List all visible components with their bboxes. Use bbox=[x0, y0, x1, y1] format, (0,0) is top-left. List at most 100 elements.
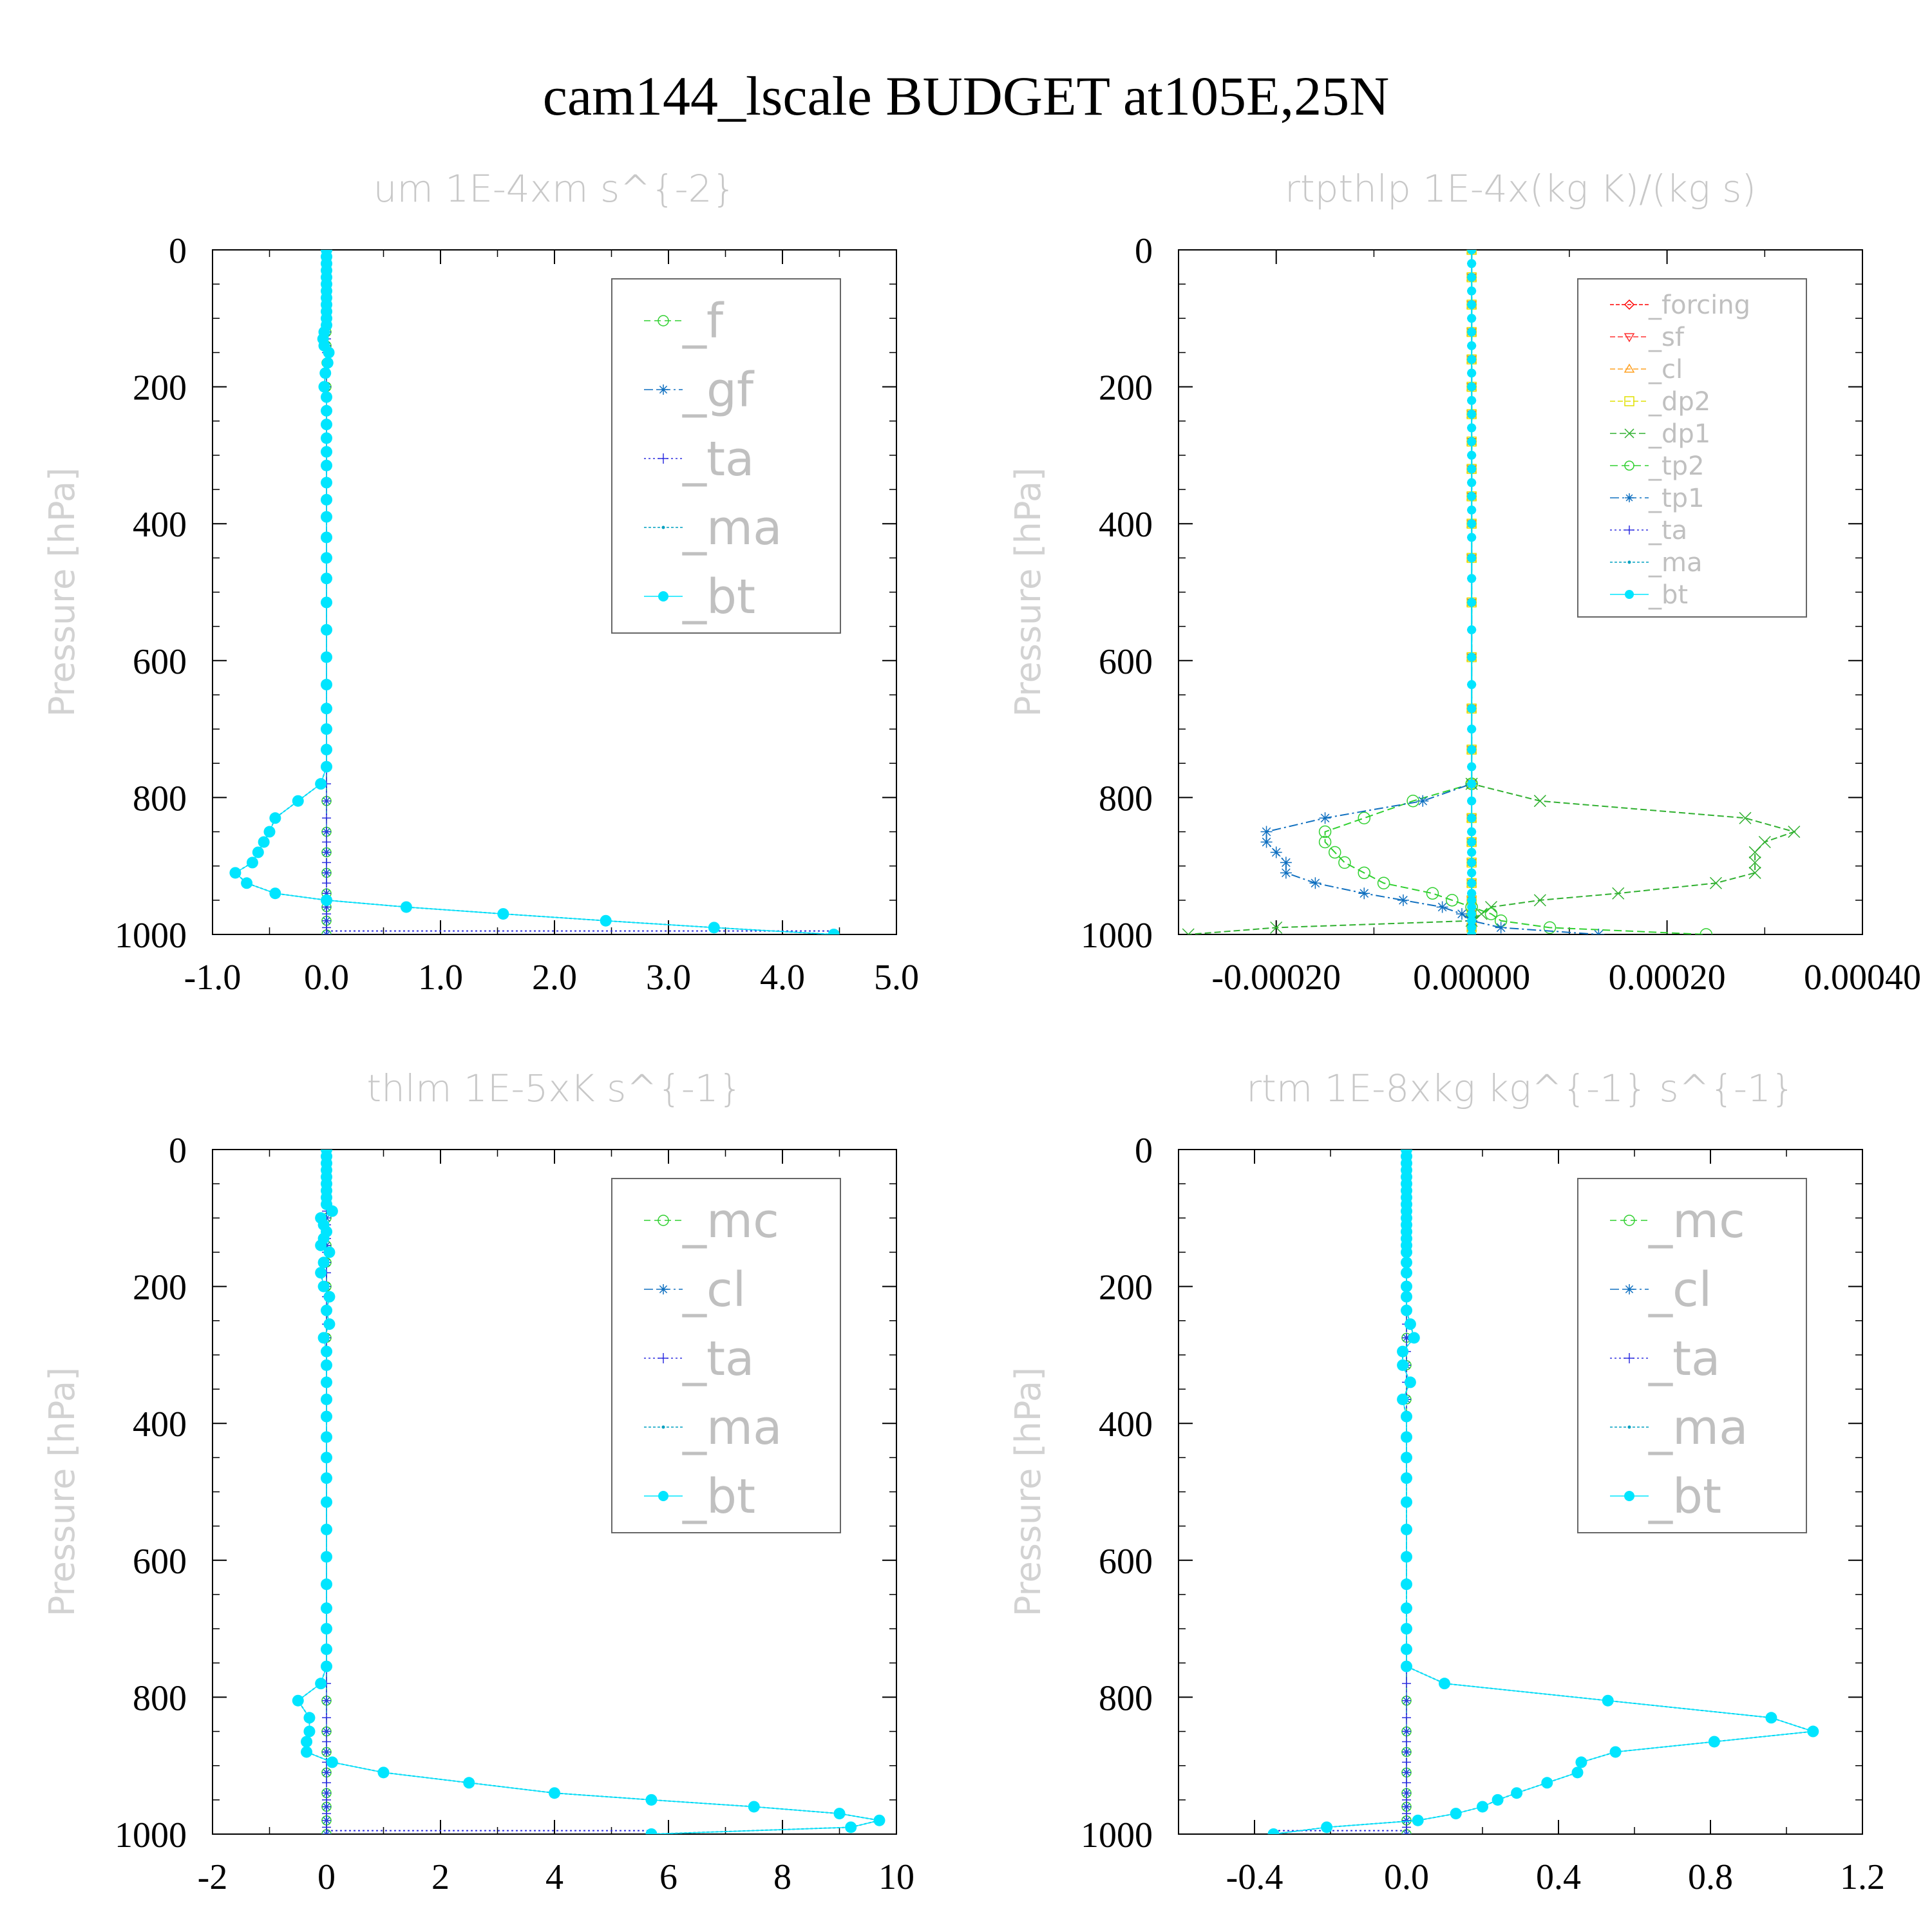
series-bt-point bbox=[321, 1410, 332, 1423]
series-bt-point bbox=[1467, 744, 1477, 754]
series-bt-point bbox=[1267, 1828, 1280, 1834]
series-bt-point bbox=[873, 1814, 886, 1826]
series-ta-point bbox=[1402, 1757, 1411, 1767]
series-dp1-point bbox=[1475, 907, 1488, 920]
series-ta-point bbox=[322, 813, 331, 823]
series-tp1-point bbox=[1260, 836, 1273, 848]
series-ta-point bbox=[1402, 1778, 1411, 1788]
series-bt-point bbox=[1511, 1787, 1523, 1799]
series-bt-point bbox=[258, 836, 270, 848]
legend-entry: _bt bbox=[1648, 580, 1688, 610]
series-ta-point bbox=[322, 878, 331, 888]
series-ta-point bbox=[322, 1747, 331, 1757]
legend-box bbox=[611, 278, 841, 634]
series-bt-point bbox=[1467, 314, 1477, 323]
x-tick-label: 1.2 bbox=[1840, 1857, 1885, 1897]
series-bt-point bbox=[321, 1623, 332, 1635]
legend-entry: _ma bbox=[1648, 548, 1702, 578]
legend-entry: _dp1 bbox=[1648, 419, 1710, 449]
x-tick-label: 0.4 bbox=[1536, 1857, 1581, 1897]
series-ta-point bbox=[322, 858, 331, 867]
y-axis-label: Pressure [hPa] bbox=[1008, 1367, 1048, 1616]
series-bt-point bbox=[315, 778, 327, 790]
series-ta-point bbox=[322, 796, 331, 806]
series-bt-point bbox=[1541, 1777, 1553, 1789]
series-bt-point bbox=[549, 1787, 560, 1799]
series-ta-point bbox=[322, 1696, 331, 1705]
series-bt-point bbox=[1401, 1660, 1412, 1672]
series-bt-point bbox=[1467, 491, 1477, 501]
legend-entry: _ma bbox=[682, 500, 782, 556]
series-ta-point bbox=[322, 1737, 331, 1747]
series-bt-point bbox=[828, 929, 840, 934]
series-bt-point bbox=[321, 623, 332, 636]
x-tick-label: 2.0 bbox=[532, 958, 577, 998]
series-bt-point bbox=[1467, 382, 1477, 392]
legend-entry: _tp1 bbox=[1648, 484, 1705, 513]
series-bt-point bbox=[1467, 395, 1477, 405]
legend-entry: _bt bbox=[1648, 1469, 1721, 1524]
series-dp1-point bbox=[1709, 876, 1722, 889]
x-tick-label: -0.00020 bbox=[1211, 958, 1341, 998]
x-tick-label: 0 bbox=[317, 1857, 336, 1897]
series-bt-point bbox=[1467, 505, 1477, 515]
series-bt-point bbox=[1467, 895, 1477, 905]
legend-entry: _forcing bbox=[1648, 290, 1750, 320]
series-bt-point bbox=[1602, 1694, 1614, 1707]
y-axis-label: Pressure [hPa] bbox=[42, 1367, 82, 1616]
series-bt-point bbox=[1401, 1623, 1412, 1635]
legend-marker bbox=[1624, 363, 1635, 373]
series-tp1-point bbox=[1280, 857, 1292, 869]
series-bt-point bbox=[1404, 1376, 1416, 1388]
series-tp2-point bbox=[1377, 876, 1390, 890]
series-bt-point bbox=[1439, 1678, 1450, 1690]
series-bt-point bbox=[241, 877, 253, 889]
series-bt-point bbox=[1401, 1291, 1412, 1303]
y-tick-label: 800 bbox=[1099, 1678, 1153, 1718]
series-bt-point bbox=[1401, 1578, 1412, 1591]
series-bt-point bbox=[292, 795, 304, 807]
series-bt-point bbox=[645, 1828, 658, 1834]
series-ta-point bbox=[322, 827, 331, 837]
series-dp1-line bbox=[1188, 250, 1797, 934]
series-bt-point bbox=[1401, 1280, 1412, 1293]
series-bt-point bbox=[1807, 1725, 1819, 1738]
series-bt-point bbox=[1467, 250, 1477, 254]
legend-marker bbox=[1624, 1491, 1634, 1501]
series-dp1-point bbox=[1182, 928, 1195, 934]
y-tick-label: 800 bbox=[1099, 779, 1153, 819]
legend-entry: _ta bbox=[682, 1331, 754, 1387]
series-bt-point bbox=[321, 651, 332, 663]
legend-entry: _gf bbox=[682, 363, 755, 418]
series-dp1-point bbox=[1612, 887, 1625, 900]
legend-entry: _ma bbox=[682, 1400, 782, 1455]
y-tick-label: 400 bbox=[1099, 505, 1153, 545]
series-dp1-point bbox=[1748, 856, 1761, 869]
x-tick-label: 0.0 bbox=[1384, 1857, 1429, 1897]
legend-marker bbox=[1625, 493, 1634, 502]
series-ta-point bbox=[1402, 1696, 1411, 1705]
series-bt-point bbox=[321, 459, 332, 471]
series-bt-point bbox=[1467, 598, 1477, 607]
series-bt-point bbox=[1467, 878, 1477, 888]
series-bt-point bbox=[321, 703, 332, 715]
series-bt-point bbox=[1401, 1410, 1412, 1423]
series-bt-point bbox=[1467, 464, 1477, 474]
series-bt-point bbox=[748, 1801, 760, 1813]
series-ta-point bbox=[322, 1778, 331, 1788]
x-tick-label: -1.0 bbox=[184, 958, 242, 998]
y-tick-label: 1000 bbox=[115, 1815, 187, 1855]
series-ta-point bbox=[322, 1727, 331, 1736]
series-bt-point bbox=[301, 1736, 313, 1748]
y-tick-label: 600 bbox=[1099, 1542, 1153, 1582]
series-ta-point bbox=[322, 868, 331, 878]
series-tp2-point bbox=[1543, 921, 1557, 934]
series-bt-point bbox=[1467, 478, 1477, 488]
series-dp1-point bbox=[1533, 795, 1546, 808]
series-bt-point bbox=[1575, 1756, 1587, 1768]
series-bt-point bbox=[321, 1304, 332, 1316]
legend-entry: _sf bbox=[1648, 323, 1685, 352]
panel-title: um 1E-4xm s^{-2} bbox=[374, 167, 736, 211]
series-bt-point bbox=[321, 761, 332, 773]
